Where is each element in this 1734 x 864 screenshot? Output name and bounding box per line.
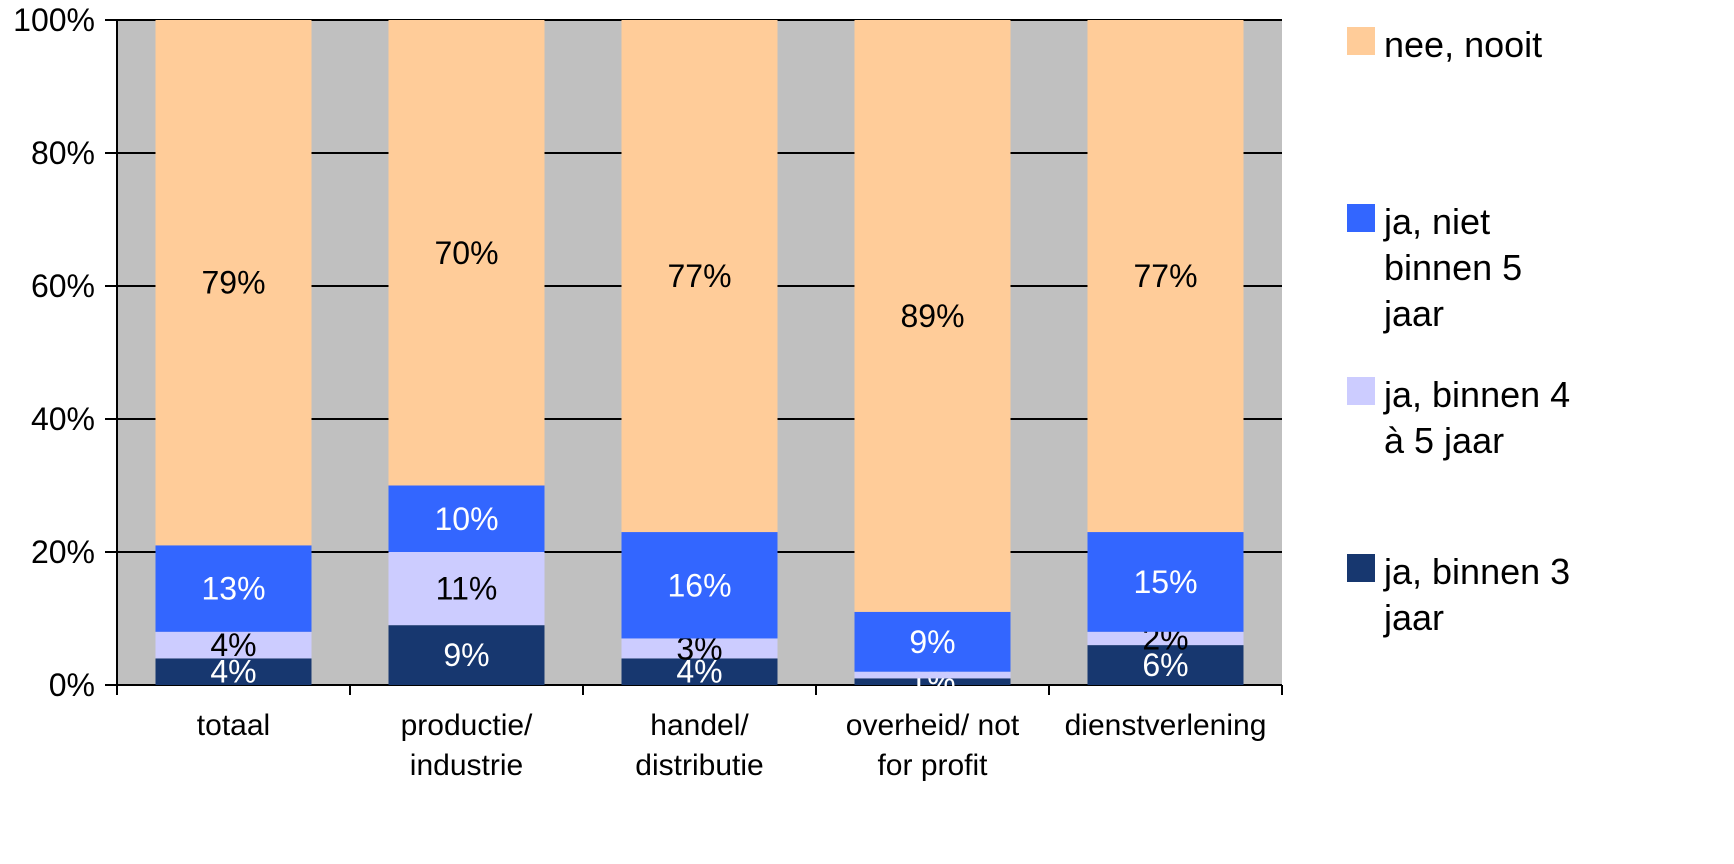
- data-label: 89%: [900, 298, 964, 334]
- legend-label: ja, binnen 3 jaar: [1383, 551, 1570, 638]
- y-tick-label: 100%: [13, 2, 95, 38]
- legend-swatch: [1347, 554, 1375, 582]
- bar-segment: [1087, 631, 1244, 646]
- legend-label-line: ja, binnen 3: [1383, 551, 1570, 592]
- bar-segment: [854, 20, 1011, 612]
- bar-segment: [388, 485, 545, 552]
- bar-segment: [621, 20, 778, 533]
- data-label: 9%: [443, 637, 489, 673]
- data-label: 77%: [667, 258, 731, 294]
- x-category-label-line: totaal: [197, 709, 270, 742]
- bar-segment: [388, 552, 545, 626]
- x-category-label-line: productie/: [401, 709, 533, 742]
- bar-segment: [155, 545, 312, 632]
- bar-segment: [854, 611, 1011, 672]
- y-tick-label: 0%: [49, 667, 95, 703]
- data-label: 16%: [667, 567, 731, 603]
- x-category-label: handel/distributie: [635, 709, 763, 782]
- legend-label: ja, binnen 4 à 5 jaar: [1383, 374, 1570, 461]
- x-category-label-line: dienstverlening: [1065, 709, 1267, 742]
- data-label: 15%: [1133, 564, 1197, 600]
- x-category-label-line: overheid/ not: [846, 709, 1020, 742]
- data-label: 11%: [436, 571, 498, 607]
- bar-segment: [854, 678, 1011, 685]
- x-category-label-line: handel/: [650, 709, 749, 742]
- data-label: 6%: [1142, 647, 1188, 683]
- legend-label-line: ja, niet: [1383, 201, 1490, 242]
- x-category-label: overheid/ not for profit: [846, 709, 1020, 782]
- y-tick-label: 20%: [31, 534, 95, 570]
- bar-segment: [1087, 20, 1244, 533]
- x-category-label-line: industrie: [410, 749, 523, 782]
- bar-segment: [1087, 645, 1244, 685]
- legend-label: ja, niet binnen 5 jaar: [1383, 201, 1522, 334]
- data-label: 4%: [676, 654, 722, 690]
- legend-swatch: [1347, 377, 1375, 405]
- bar-segment: [621, 532, 778, 639]
- legend-label-line: binnen 5: [1384, 247, 1522, 288]
- bar-segment: [1087, 532, 1244, 632]
- y-tick-label: 60%: [31, 268, 95, 304]
- bar-segment: [388, 625, 545, 685]
- bar-segment: [388, 20, 545, 486]
- legend-label-line: ja, binnen 4: [1383, 374, 1570, 415]
- data-label: 13%: [201, 571, 265, 607]
- bar-segment: [621, 638, 778, 659]
- legend-label-line: à 5 jaar: [1384, 420, 1504, 461]
- y-tick-label: 40%: [31, 401, 95, 437]
- data-label: 79%: [201, 265, 265, 301]
- data-label: 9%: [909, 624, 955, 660]
- legend-label-line: jaar: [1383, 597, 1444, 638]
- x-category-label: dienstverlening: [1065, 709, 1267, 742]
- data-label: 70%: [434, 235, 498, 271]
- legend-label: nee, nooit: [1384, 24, 1542, 65]
- data-label: 4%: [210, 654, 256, 690]
- legend-label-line: jaar: [1383, 293, 1444, 334]
- bar-segment: [155, 658, 312, 685]
- x-category-label: totaal: [197, 709, 270, 742]
- legend-swatch: [1347, 204, 1375, 232]
- data-label: 10%: [434, 501, 498, 537]
- y-tick-label: 80%: [31, 135, 95, 171]
- bar-segment: [155, 631, 312, 659]
- legend-swatch: [1347, 27, 1375, 55]
- bar-segment: [621, 658, 778, 685]
- x-category-label-line: distributie: [635, 749, 763, 782]
- bar-segment: [155, 20, 312, 546]
- data-label: 77%: [1133, 258, 1197, 294]
- legend-label-line: nee, nooit: [1384, 24, 1542, 65]
- x-category-label-line: for profit: [877, 749, 988, 782]
- x-category-label: productie/industrie: [401, 709, 533, 782]
- data-label: 4%: [210, 627, 256, 663]
- bar-segment: [854, 671, 1011, 679]
